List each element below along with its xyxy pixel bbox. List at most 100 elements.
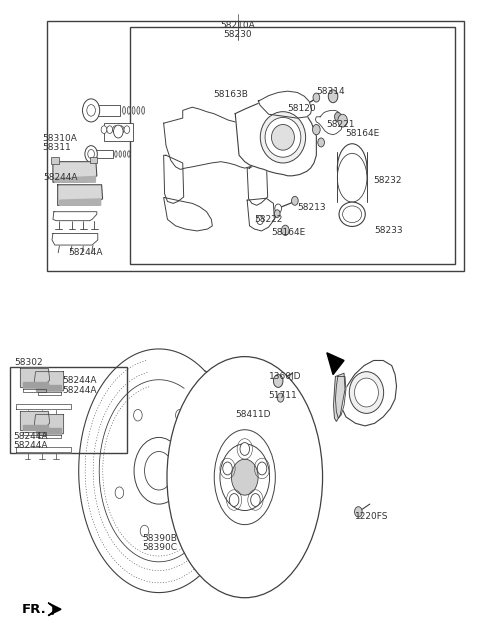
Circle shape bbox=[124, 126, 130, 133]
Polygon shape bbox=[36, 428, 61, 433]
Ellipse shape bbox=[337, 144, 367, 193]
Circle shape bbox=[115, 487, 124, 498]
Ellipse shape bbox=[142, 106, 144, 114]
Bar bbox=[91, 104, 120, 115]
Text: 58164E: 58164E bbox=[271, 228, 305, 237]
Polygon shape bbox=[23, 389, 46, 392]
Text: 58244A: 58244A bbox=[62, 386, 97, 395]
Circle shape bbox=[335, 112, 341, 121]
Circle shape bbox=[134, 437, 184, 504]
Circle shape bbox=[133, 410, 142, 421]
Circle shape bbox=[275, 210, 280, 218]
Circle shape bbox=[220, 444, 270, 511]
Ellipse shape bbox=[339, 202, 365, 227]
Text: 58210A: 58210A bbox=[220, 21, 255, 30]
Circle shape bbox=[113, 126, 118, 133]
Circle shape bbox=[140, 526, 149, 537]
Text: 58244A: 58244A bbox=[13, 440, 48, 450]
Polygon shape bbox=[55, 176, 96, 182]
Circle shape bbox=[87, 104, 96, 116]
Circle shape bbox=[176, 520, 184, 532]
Text: 58310A: 58310A bbox=[42, 134, 77, 143]
Text: 58120: 58120 bbox=[288, 104, 316, 113]
Circle shape bbox=[338, 114, 348, 127]
Polygon shape bbox=[258, 91, 312, 118]
Ellipse shape bbox=[343, 206, 362, 223]
Text: 58244A: 58244A bbox=[62, 377, 97, 386]
Polygon shape bbox=[34, 415, 63, 433]
Polygon shape bbox=[247, 158, 268, 205]
Text: 58244A: 58244A bbox=[68, 248, 103, 257]
Polygon shape bbox=[58, 185, 103, 205]
Polygon shape bbox=[53, 212, 97, 221]
Ellipse shape bbox=[337, 153, 367, 202]
Text: 58302: 58302 bbox=[15, 358, 43, 367]
Ellipse shape bbox=[122, 106, 125, 114]
Circle shape bbox=[144, 451, 173, 490]
Text: 58233: 58233 bbox=[374, 226, 403, 235]
Polygon shape bbox=[34, 372, 63, 391]
Circle shape bbox=[231, 459, 258, 495]
Circle shape bbox=[318, 138, 324, 147]
Text: 1360JD: 1360JD bbox=[269, 372, 301, 381]
Circle shape bbox=[240, 442, 250, 455]
Polygon shape bbox=[23, 431, 46, 435]
Text: 1220FS: 1220FS bbox=[355, 513, 388, 522]
Circle shape bbox=[101, 126, 107, 133]
Bar bbox=[130, 27, 455, 264]
Bar bbox=[90, 156, 97, 163]
Ellipse shape bbox=[349, 372, 384, 413]
Circle shape bbox=[313, 93, 320, 102]
Text: 58230: 58230 bbox=[223, 30, 252, 39]
Text: 58232: 58232 bbox=[373, 176, 402, 185]
Text: 58222: 58222 bbox=[254, 215, 283, 224]
Polygon shape bbox=[52, 234, 98, 245]
Circle shape bbox=[83, 99, 100, 122]
Ellipse shape bbox=[167, 357, 323, 598]
Text: 58213: 58213 bbox=[297, 204, 326, 213]
Polygon shape bbox=[16, 404, 71, 408]
Ellipse shape bbox=[214, 430, 276, 525]
Bar bbox=[104, 122, 132, 140]
Circle shape bbox=[328, 90, 338, 102]
Circle shape bbox=[275, 204, 281, 213]
Text: 58390B: 58390B bbox=[142, 534, 177, 543]
Text: 58163B: 58163B bbox=[214, 90, 249, 99]
Polygon shape bbox=[60, 199, 101, 205]
Polygon shape bbox=[339, 361, 396, 426]
Circle shape bbox=[355, 507, 362, 517]
Polygon shape bbox=[21, 368, 50, 388]
Polygon shape bbox=[48, 603, 61, 616]
Circle shape bbox=[176, 410, 184, 421]
Ellipse shape bbox=[119, 151, 121, 157]
Polygon shape bbox=[164, 107, 266, 169]
Circle shape bbox=[297, 104, 304, 113]
Polygon shape bbox=[164, 155, 184, 204]
Text: 58221: 58221 bbox=[326, 120, 354, 129]
Circle shape bbox=[291, 196, 298, 205]
Text: 58244A: 58244A bbox=[13, 431, 48, 440]
Polygon shape bbox=[336, 377, 346, 418]
Ellipse shape bbox=[123, 151, 126, 157]
Text: 58411D: 58411D bbox=[235, 410, 271, 419]
Circle shape bbox=[107, 126, 113, 133]
Circle shape bbox=[114, 125, 123, 138]
Polygon shape bbox=[36, 385, 61, 391]
Polygon shape bbox=[23, 425, 48, 430]
Polygon shape bbox=[23, 382, 48, 388]
Ellipse shape bbox=[127, 106, 130, 114]
Polygon shape bbox=[247, 198, 275, 231]
Ellipse shape bbox=[272, 124, 294, 150]
Circle shape bbox=[85, 146, 97, 162]
Bar bbox=[91, 150, 113, 158]
Bar bbox=[51, 157, 59, 164]
Circle shape bbox=[229, 493, 239, 506]
Bar bbox=[47, 21, 464, 270]
Bar bbox=[10, 367, 127, 453]
Circle shape bbox=[274, 375, 283, 388]
Circle shape bbox=[312, 124, 320, 135]
Polygon shape bbox=[53, 162, 97, 182]
Polygon shape bbox=[16, 447, 71, 451]
Circle shape bbox=[118, 126, 124, 133]
Circle shape bbox=[251, 493, 260, 506]
